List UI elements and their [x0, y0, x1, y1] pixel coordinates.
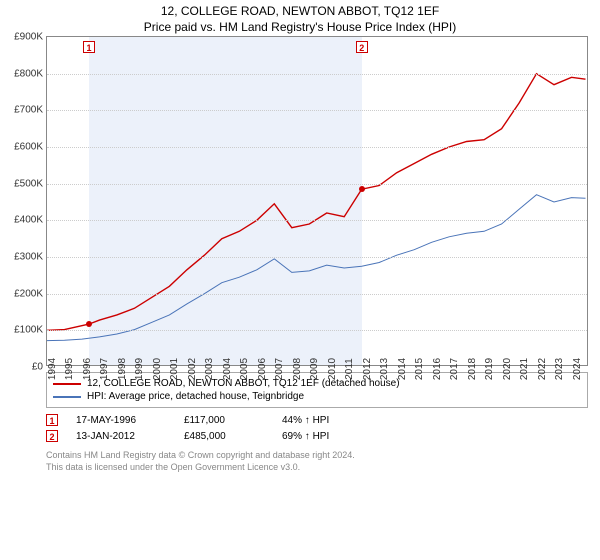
y-axis-label: £400K: [14, 215, 43, 226]
x-axis-label: 1999: [134, 358, 145, 380]
x-axis-label: 2014: [397, 358, 408, 380]
x-axis-label: 2004: [222, 358, 233, 380]
legend-row: HPI: Average price, detached house, Teig…: [53, 390, 581, 403]
plot-area: £0£100K£200K£300K£400K£500K£600K£700K£80…: [46, 36, 588, 366]
y-axis-label: £0: [32, 362, 43, 373]
gridline: [47, 220, 587, 221]
x-axis-label: 2017: [449, 358, 460, 380]
x-axis-label: 2000: [152, 358, 163, 380]
footer-line: This data is licensed under the Open Gov…: [46, 462, 588, 474]
x-axis-label: 1994: [47, 358, 58, 380]
gridline: [47, 184, 587, 185]
legend-label: HPI: Average price, detached house, Teig…: [87, 391, 304, 402]
x-axis-label: 2022: [537, 358, 548, 380]
series-svg: [47, 37, 589, 367]
x-axis-label: 1997: [99, 358, 110, 380]
gridline: [47, 74, 587, 75]
marker-dot: [359, 186, 365, 192]
series-subject: [47, 74, 586, 331]
event-table: 1 17-MAY-1996 £117,000 44% ↑ HPI 2 13-JAN-201…: [46, 412, 588, 444]
x-axis-label: 2023: [554, 358, 565, 380]
gridline: [47, 110, 587, 111]
x-axis-label: 2012: [362, 358, 373, 380]
y-axis-label: £700K: [14, 105, 43, 116]
event-marker: 1: [46, 414, 58, 426]
gridline: [47, 330, 587, 331]
y-axis-label: £800K: [14, 68, 43, 79]
x-axis-label: 2018: [467, 358, 478, 380]
x-axis-label: 2013: [379, 358, 390, 380]
x-axis-label: 2016: [432, 358, 443, 380]
x-axis-label: 2008: [292, 358, 303, 380]
x-axis-label: 2003: [204, 358, 215, 380]
legend-swatch: [53, 383, 81, 385]
x-axis-label: 1996: [82, 358, 93, 380]
y-axis-label: £100K: [14, 325, 43, 336]
x-axis-label: 1995: [64, 358, 75, 380]
x-axis-label: 2002: [187, 358, 198, 380]
marker-label: 1: [83, 41, 95, 53]
gridline: [47, 147, 587, 148]
event-date: 13-JAN-2012: [76, 431, 166, 442]
gridline: [47, 257, 587, 258]
x-axis-label: 2001: [169, 358, 180, 380]
event-marker: 2: [46, 430, 58, 442]
y-axis-label: £500K: [14, 178, 43, 189]
event-row: 2 13-JAN-2012 £485,000 69% ↑ HPI: [46, 428, 588, 444]
x-axis-label: 2005: [239, 358, 250, 380]
event-row: 1 17-MAY-1996 £117,000 44% ↑ HPI: [46, 412, 588, 428]
x-axis-label: 2010: [327, 358, 338, 380]
marker-label: 2: [356, 41, 368, 53]
y-axis-label: £300K: [14, 252, 43, 263]
footer-line: Contains HM Land Registry data © Crown c…: [46, 450, 588, 462]
x-axis-label: 2015: [414, 358, 425, 380]
event-price: £485,000: [184, 431, 264, 442]
event-delta: 44% ↑ HPI: [282, 415, 329, 426]
gridline: [47, 294, 587, 295]
event-price: £117,000: [184, 415, 264, 426]
x-axis-label: 2024: [572, 358, 583, 380]
chart-title: 12, COLLEGE ROAD, NEWTON ABBOT, TQ12 1EF: [0, 0, 600, 18]
x-axis-label: 2009: [309, 358, 320, 380]
y-axis-label: £600K: [14, 142, 43, 153]
marker-dot: [86, 321, 92, 327]
y-axis-label: £900K: [14, 32, 43, 43]
x-axis-label: 2019: [484, 358, 495, 380]
x-axis-label: 2011: [344, 358, 355, 380]
chart-subtitle: Price paid vs. HM Land Registry's House …: [0, 18, 600, 36]
chart-area: £0£100K£200K£300K£400K£500K£600K£700K£80…: [46, 36, 588, 366]
event-date: 17-MAY-1996: [76, 415, 166, 426]
x-axis-label: 1998: [117, 358, 128, 380]
x-axis-label: 2020: [502, 358, 513, 380]
x-axis-label: 2021: [519, 358, 530, 380]
event-delta: 69% ↑ HPI: [282, 431, 329, 442]
y-axis-label: £200K: [14, 288, 43, 299]
x-axis-label: 2006: [257, 358, 268, 380]
series-hpi: [47, 195, 586, 341]
legend-swatch: [53, 396, 81, 398]
x-axis-label: 2007: [274, 358, 285, 380]
footer: Contains HM Land Registry data © Crown c…: [46, 450, 588, 473]
